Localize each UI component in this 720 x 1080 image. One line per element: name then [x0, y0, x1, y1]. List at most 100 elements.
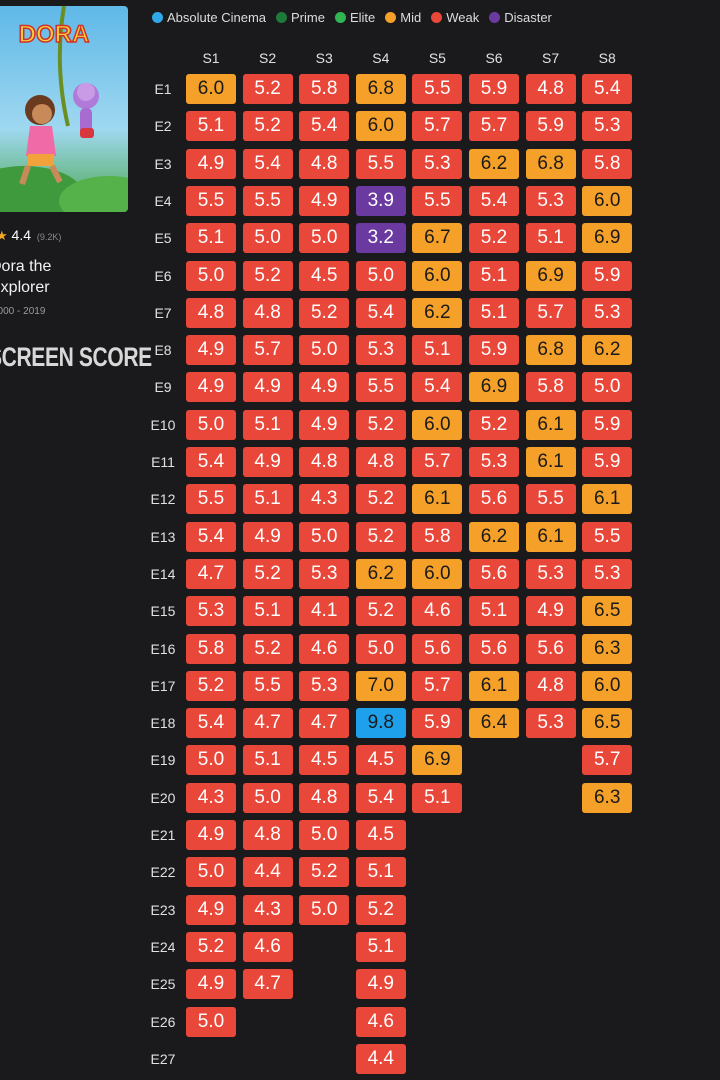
episode-score-cell[interactable]: 5.3	[582, 297, 633, 328]
episode-score-cell[interactable]: 5.0	[186, 1006, 236, 1037]
episode-score-cell[interactable]: 5.7	[582, 745, 633, 776]
episode-score-cell[interactable]: 4.9	[242, 372, 293, 403]
episode-score-cell[interactable]: 6.1	[525, 409, 576, 440]
episode-score-cell[interactable]: 3.9	[355, 185, 406, 216]
episode-score-cell[interactable]: 5.1	[412, 782, 463, 813]
episode-score-cell[interactable]: 5.1	[525, 223, 576, 254]
episode-score-cell[interactable]: 6.0	[582, 185, 633, 216]
episode-score-cell[interactable]: 4.5	[299, 745, 350, 776]
episode-score-cell[interactable]: 5.5	[355, 372, 406, 403]
episode-score-cell[interactable]: 5.0	[186, 745, 236, 776]
episode-score-cell[interactable]: 3.2	[355, 223, 406, 254]
episode-score-cell[interactable]: 5.2	[242, 111, 293, 142]
episode-score-cell[interactable]: 5.1	[469, 260, 519, 291]
episode-score-cell[interactable]: 6.9	[469, 372, 519, 403]
episode-score-cell[interactable]: 5.4	[412, 372, 463, 403]
episode-score-cell[interactable]: 6.1	[525, 447, 576, 477]
episode-score-cell[interactable]: 5.9	[412, 708, 463, 739]
episode-score-cell[interactable]: 5.2	[242, 260, 293, 291]
episode-score-cell[interactable]: 5.0	[299, 335, 350, 366]
episode-score-cell[interactable]: 5.1	[355, 857, 406, 888]
episode-score-cell[interactable]: 5.7	[525, 297, 576, 328]
episode-score-cell[interactable]: 5.0	[186, 409, 236, 440]
episode-score-cell[interactable]: 5.5	[242, 670, 293, 701]
episode-score-cell[interactable]: 4.9	[525, 596, 576, 627]
episode-score-cell[interactable]: 4.8	[299, 148, 350, 179]
episode-score-cell[interactable]: 4.4	[242, 857, 293, 888]
episode-score-cell[interactable]: 5.0	[299, 223, 350, 254]
episode-score-cell[interactable]: 4.9	[186, 820, 236, 850]
episode-score-cell[interactable]: 4.8	[299, 447, 350, 477]
episode-score-cell[interactable]: 6.1	[412, 484, 463, 515]
episode-score-cell[interactable]: 5.4	[355, 782, 406, 813]
episode-score-cell[interactable]: 6.3	[582, 633, 633, 664]
episode-score-cell[interactable]: 5.2	[469, 409, 519, 440]
episode-score-cell[interactable]: 4.9	[355, 969, 406, 1000]
episode-score-cell[interactable]: 5.1	[186, 111, 236, 142]
episode-score-cell[interactable]: 4.6	[355, 1006, 406, 1037]
episode-score-cell[interactable]: 6.1	[582, 484, 633, 515]
episode-score-cell[interactable]: 6.2	[469, 148, 519, 179]
episode-score-cell[interactable]: 5.8	[299, 74, 350, 104]
episode-score-cell[interactable]: 5.4	[469, 185, 519, 216]
episode-score-cell[interactable]: 5.8	[186, 633, 236, 664]
episode-score-cell[interactable]: 5.5	[525, 484, 576, 515]
episode-score-cell[interactable]: 5.6	[469, 484, 519, 515]
episode-score-cell[interactable]: 5.3	[299, 670, 350, 701]
episode-score-cell[interactable]: 5.5	[412, 185, 463, 216]
episode-score-cell[interactable]: 5.6	[525, 633, 576, 664]
episode-score-cell[interactable]: 6.0	[355, 111, 406, 142]
episode-score-cell[interactable]: 6.4	[469, 708, 519, 739]
episode-score-cell[interactable]: 5.8	[582, 148, 633, 179]
episode-score-cell[interactable]: 6.2	[469, 521, 519, 552]
episode-score-cell[interactable]: 5.6	[412, 633, 463, 664]
episode-score-cell[interactable]: 5.2	[355, 521, 406, 552]
episode-score-cell[interactable]: 4.5	[355, 745, 406, 776]
episode-score-cell[interactable]: 5.3	[412, 148, 463, 179]
episode-score-cell[interactable]: 5.0	[299, 521, 350, 552]
episode-score-cell[interactable]: 4.8	[242, 820, 293, 850]
episode-score-cell[interactable]: 5.0	[299, 894, 350, 925]
episode-score-cell[interactable]: 4.8	[186, 297, 236, 328]
episode-score-cell[interactable]: 5.6	[469, 558, 519, 589]
episode-score-cell[interactable]: 5.7	[242, 335, 293, 366]
episode-score-cell[interactable]: 5.1	[242, 409, 293, 440]
episode-score-cell[interactable]: 5.4	[299, 111, 350, 142]
episode-score-cell[interactable]: 4.8	[525, 670, 576, 701]
episode-score-cell[interactable]: 5.5	[186, 484, 236, 515]
episode-score-cell[interactable]: 6.5	[582, 708, 633, 739]
episode-score-cell[interactable]: 6.0	[582, 670, 633, 701]
episode-score-cell[interactable]: 5.0	[186, 260, 236, 291]
episode-score-cell[interactable]: 7.0	[355, 670, 406, 701]
episode-score-cell[interactable]: 4.9	[242, 447, 293, 477]
episode-score-cell[interactable]: 5.2	[355, 409, 406, 440]
episode-score-cell[interactable]: 4.7	[186, 558, 236, 589]
episode-score-cell[interactable]: 6.0	[186, 74, 236, 104]
episode-score-cell[interactable]: 5.3	[525, 708, 576, 739]
episode-score-cell[interactable]: 6.7	[412, 223, 463, 254]
episode-score-cell[interactable]: 5.5	[186, 185, 236, 216]
episode-score-cell[interactable]: 5.2	[355, 894, 406, 925]
episode-score-cell[interactable]: 5.1	[355, 931, 406, 962]
episode-score-cell[interactable]: 4.3	[186, 782, 236, 813]
episode-score-cell[interactable]: 5.9	[469, 74, 519, 104]
episode-score-cell[interactable]: 5.4	[582, 74, 633, 104]
episode-score-cell[interactable]: 5.9	[469, 335, 519, 366]
episode-score-cell[interactable]: 6.9	[582, 223, 633, 254]
episode-score-cell[interactable]: 4.9	[186, 372, 236, 403]
episode-score-cell[interactable]: 4.9	[186, 894, 236, 925]
episode-score-cell[interactable]: 4.6	[299, 633, 350, 664]
episode-score-cell[interactable]: 5.3	[525, 185, 576, 216]
episode-score-cell[interactable]: 6.8	[525, 335, 576, 366]
episode-score-cell[interactable]: 4.8	[355, 447, 406, 477]
episode-score-cell[interactable]: 6.2	[355, 558, 406, 589]
episode-score-cell[interactable]: 5.0	[582, 372, 633, 403]
episode-score-cell[interactable]: 5.0	[355, 260, 406, 291]
episode-score-cell[interactable]: 5.3	[469, 447, 519, 477]
episode-score-cell[interactable]: 6.9	[412, 745, 463, 776]
episode-score-cell[interactable]: 5.9	[582, 447, 633, 477]
episode-score-cell[interactable]: 5.2	[469, 223, 519, 254]
show-title[interactable]: Dora the Explorer	[0, 258, 52, 296]
episode-score-cell[interactable]: 5.1	[242, 484, 293, 515]
episode-score-cell[interactable]: 5.0	[299, 820, 350, 850]
